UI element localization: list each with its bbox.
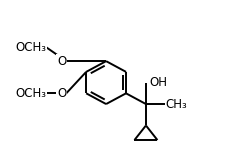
Text: OCH₃: OCH₃ bbox=[15, 87, 46, 100]
Text: OCH₃: OCH₃ bbox=[15, 41, 46, 54]
Text: OH: OH bbox=[148, 76, 166, 89]
Text: O: O bbox=[57, 87, 66, 100]
Text: CH₃: CH₃ bbox=[165, 98, 187, 111]
Text: O: O bbox=[57, 55, 66, 68]
